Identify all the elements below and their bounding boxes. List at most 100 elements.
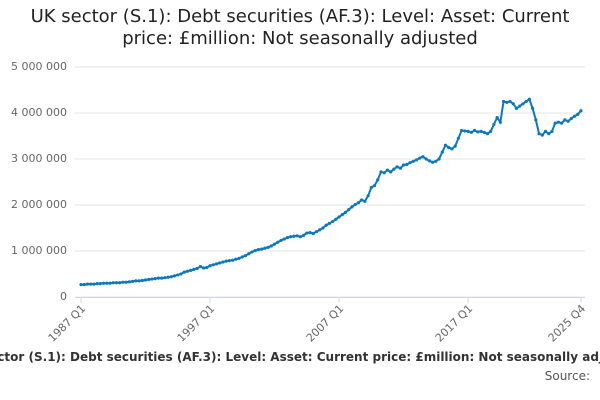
- data-point: [269, 244, 273, 248]
- data-point: [214, 262, 219, 266]
- data-point: [279, 238, 283, 243]
- data-point: [469, 130, 473, 134]
- data-point: [437, 157, 441, 161]
- data-point: [518, 104, 522, 108]
- data-point: [253, 248, 257, 253]
- data-point: [456, 136, 461, 140]
- data-point: [121, 280, 125, 284]
- data-point: [189, 268, 193, 272]
- data-point: [505, 100, 509, 105]
- data-point: [108, 281, 112, 285]
- data-point: [234, 257, 238, 261]
- data-point: [163, 276, 167, 280]
- data-point: [395, 165, 399, 169]
- data-point: [331, 219, 335, 224]
- y-tick-label: 5 000 000: [11, 60, 67, 73]
- data-point: [256, 248, 261, 252]
- data-point: [543, 129, 548, 133]
- x-tick-label: 2025 Q4: [546, 302, 589, 345]
- y-tick-label: 3 000 000: [11, 152, 67, 165]
- data-point: [205, 265, 209, 270]
- data-point: [385, 168, 390, 172]
- data-point: [143, 278, 148, 282]
- data-point: [79, 282, 83, 287]
- y-tick-label: 0: [60, 290, 67, 303]
- data-point: [363, 199, 367, 203]
- data-point: [147, 277, 151, 282]
- data-point: [311, 231, 315, 236]
- data-point: [182, 270, 186, 274]
- data-point: [327, 221, 331, 225]
- data-point: [343, 210, 348, 214]
- y-tick-label: 4 000 000: [11, 106, 67, 119]
- data-point: [247, 252, 251, 256]
- data-point: [443, 143, 448, 147]
- data-point: [353, 202, 357, 207]
- data-point: [405, 162, 409, 167]
- data-point: [85, 282, 90, 286]
- data-point: [140, 278, 144, 283]
- data-point: [285, 236, 290, 240]
- data-point: [179, 272, 183, 276]
- data-point: [131, 279, 135, 283]
- data-point: [308, 231, 312, 235]
- data-point: [521, 102, 525, 106]
- data-point: [398, 166, 402, 170]
- data-point: [98, 282, 102, 286]
- data-point: [447, 145, 451, 150]
- data-point: [482, 130, 486, 134]
- data-point: [150, 277, 154, 281]
- data-point: [153, 277, 157, 281]
- data-point: [185, 269, 190, 273]
- data-point: [537, 132, 541, 136]
- data-point: [301, 233, 306, 237]
- data-point: [382, 171, 386, 175]
- data-point: [137, 279, 141, 283]
- data-point: [289, 235, 293, 239]
- data-point: [250, 250, 254, 254]
- data-point: [340, 213, 344, 217]
- data-point: [540, 133, 544, 137]
- data-point: [260, 247, 264, 251]
- data-point: [89, 282, 93, 286]
- data-point: [276, 240, 280, 244]
- data-point: [198, 265, 202, 269]
- data-point: [305, 231, 309, 235]
- y-tick-label: 1 000 000: [11, 244, 67, 257]
- data-point: [295, 234, 299, 238]
- data-point: [553, 121, 557, 125]
- data-point: [82, 282, 86, 287]
- data-point: [524, 99, 528, 104]
- data-point: [124, 280, 128, 284]
- data-point: [321, 226, 325, 230]
- data-point: [314, 230, 319, 234]
- data-point: [550, 129, 554, 133]
- data-point: [427, 159, 431, 163]
- data-point: [489, 129, 493, 133]
- data-point: [231, 258, 235, 262]
- footer: UK sector (S.1): Debt securities (AF.3):…: [0, 350, 600, 370]
- data-point: [237, 256, 241, 260]
- data-point: [334, 217, 338, 221]
- data-point: [243, 254, 248, 258]
- data-point: [466, 129, 470, 133]
- data-point: [350, 205, 354, 209]
- data-point: [118, 281, 122, 285]
- data-point: [421, 155, 425, 159]
- data-point: [292, 234, 296, 238]
- data-point: [485, 132, 490, 136]
- data-point: [572, 114, 577, 118]
- data-point: [534, 118, 538, 122]
- data-point: [389, 170, 393, 174]
- x-tick-label: 2017 Q1: [433, 302, 476, 345]
- data-point: [401, 163, 406, 167]
- source-label: Source:: [544, 369, 590, 383]
- data-point: [127, 280, 131, 284]
- data-point: [576, 112, 580, 116]
- data-point: [211, 263, 215, 267]
- data-point: [392, 167, 396, 171]
- data-point: [95, 282, 99, 286]
- data-point: [105, 281, 109, 285]
- chart-title: UK sector (S.1): Debt securities (AF.3):…: [30, 6, 570, 49]
